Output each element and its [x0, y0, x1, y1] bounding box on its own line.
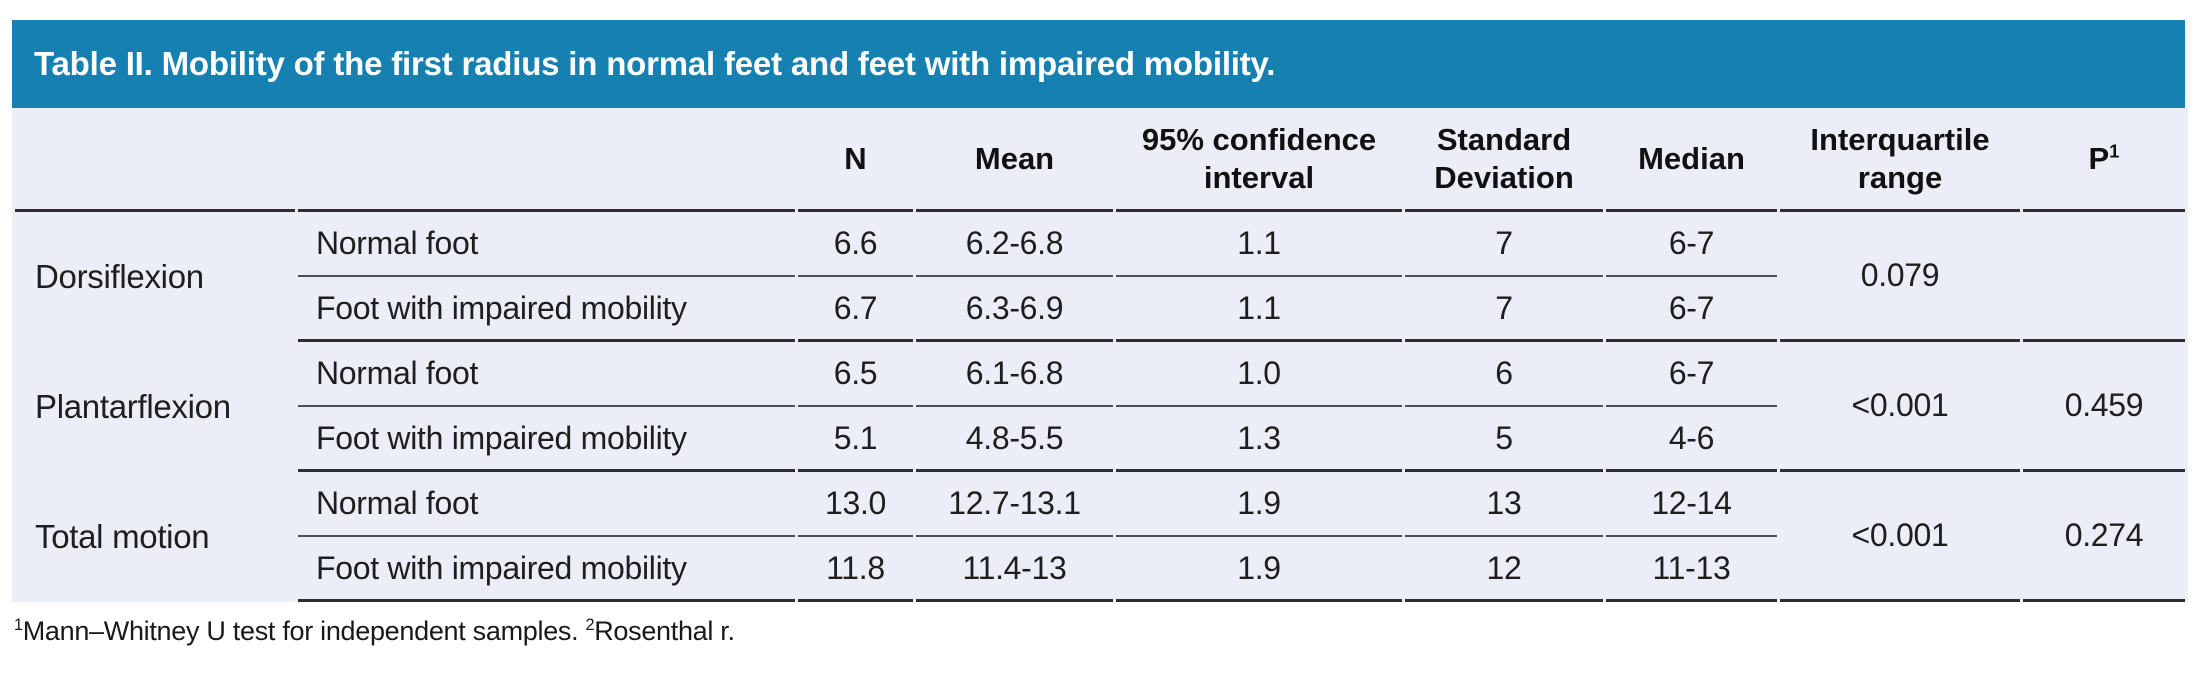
cell-median: 12-14 — [1606, 472, 1777, 537]
table-row: Foot with impaired mobility 6.7 6.3-6.9 … — [15, 277, 2185, 342]
table-row: Plantarflexion Normal foot 6.5 6.1-6.8 1… — [15, 342, 2185, 472]
table-row: Foot with impaired mobility 11.8 11.4-13… — [15, 537, 2185, 602]
table-footnote: 1Mann–Whitney U test for independent sam… — [12, 616, 2185, 647]
column-header-standard-deviation: Standard Deviation — [1405, 108, 1603, 212]
column-header-confidence-interval: 95% confidence interval — [1116, 108, 1402, 212]
table-title-bar: Table II. Mobility of the first radius i… — [12, 20, 2185, 108]
cell-n: 11.8 — [798, 537, 913, 602]
cell-ci: 1.1 — [1116, 277, 1402, 342]
column-header-p: P1 — [2023, 108, 2185, 212]
cell-iqr-span: <0.001 — [1780, 472, 2020, 602]
p-label: P — [2088, 140, 2110, 176]
cell-mean: 6.3-6.9 — [916, 277, 1113, 342]
cell-median: 11-13 — [1606, 537, 1777, 602]
table-title: Table II. Mobility of the first radius i… — [34, 45, 1276, 82]
group-label-dorsiflexion: Dorsiflexion — [35, 258, 204, 295]
column-header-median: Median — [1606, 108, 1777, 212]
cell-sd: 5 — [1405, 407, 1603, 472]
group-label-total-motion: Total motion — [35, 518, 210, 555]
footnote-superscript-2: 2 — [585, 616, 595, 634]
cell-median: 6-7 — [1606, 277, 1777, 342]
cell-n: 13.0 — [798, 472, 913, 537]
table-row: Dorsiflexion Normal foot 6.6 6.2-6.8 1.1… — [15, 212, 2185, 342]
row-label: Normal foot — [298, 342, 795, 407]
cell-mean: 11.4-13 — [916, 537, 1113, 602]
column-header-interquartile-range: Interquartile range — [1780, 108, 2020, 212]
row-label: Normal foot — [298, 472, 795, 537]
cell-ci: 1.9 — [1116, 537, 1402, 602]
cell-sd: 12 — [1405, 537, 1603, 602]
cell-ci: 1.1 — [1116, 212, 1402, 277]
table-card: Table II. Mobility of the first radius i… — [12, 20, 2188, 647]
cell-p-span: 0.459 — [2023, 342, 2185, 472]
cell-n: 5.1 — [798, 407, 913, 472]
cell-sd: 7 — [1405, 277, 1603, 342]
cell-p-span: 0.274 — [2023, 472, 2185, 602]
cell-sd: 7 — [1405, 212, 1603, 277]
table-row: Total motion Normal foot 13.0 12.7-13.1 … — [15, 472, 2185, 602]
cell-mean: 6.2-6.8 — [916, 212, 1113, 277]
cell-median: 6-7 — [1606, 342, 1777, 407]
cell-sd: 6 — [1405, 342, 1603, 407]
cell-mean: 6.1-6.8 — [916, 342, 1113, 407]
cell-p-span — [2023, 212, 2185, 342]
cell-ci: 1.0 — [1116, 342, 1402, 407]
cell-mean: 4.8-5.5 — [916, 407, 1113, 472]
statistics-table: N Mean 95% confidence interval Standard … — [12, 108, 2188, 602]
cell-ci: 1.9 — [1116, 472, 1402, 537]
row-label: Foot with impaired mobility — [298, 277, 795, 342]
footnote-superscript-1: 1 — [14, 616, 23, 634]
column-header-empty-sublabel — [298, 108, 795, 212]
cell-sd: 13 — [1405, 472, 1603, 537]
cell-iqr-span: <0.001 — [1780, 342, 2020, 472]
footnote-text-2: Rosenthal r. — [594, 616, 735, 646]
cell-ci: 1.3 — [1116, 407, 1402, 472]
cell-n: 6.5 — [798, 342, 913, 407]
p-superscript: 1 — [2109, 140, 2120, 162]
column-header-empty-group — [15, 108, 295, 212]
table-row: Foot with impaired mobility 5.1 4.8-5.5 … — [15, 407, 2185, 472]
header-row: N Mean 95% confidence interval Standard … — [15, 108, 2185, 212]
row-label: Normal foot — [298, 212, 795, 277]
cell-median: 4-6 — [1606, 407, 1777, 472]
group-label-plantarflexion: Plantarflexion — [35, 388, 231, 425]
cell-median: 6-7 — [1606, 212, 1777, 277]
cell-n: 6.6 — [798, 212, 913, 277]
footnote-text-1: Mann–Whitney U test for independent samp… — [22, 616, 586, 646]
row-label: Foot with impaired mobility — [298, 407, 795, 472]
row-label: Foot with impaired mobility — [298, 537, 795, 602]
column-header-n: N — [798, 108, 913, 212]
cell-n: 6.7 — [798, 277, 913, 342]
cell-mean: 12.7-13.1 — [916, 472, 1113, 537]
cell-iqr-span: 0.079 — [1780, 212, 2020, 342]
column-header-mean: Mean — [916, 108, 1113, 212]
